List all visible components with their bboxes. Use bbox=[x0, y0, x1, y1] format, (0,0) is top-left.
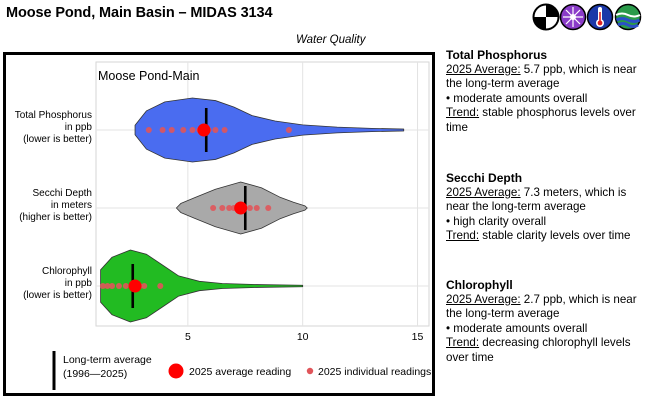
section-label: Water Quality bbox=[296, 34, 366, 46]
trend-text: decreasing chlorophyll levels bbox=[479, 336, 631, 349]
individual-reading-dot bbox=[265, 205, 272, 211]
summary-trend: Trend: stable phosphorus levels over bbox=[446, 106, 646, 121]
individual-reading-dot bbox=[226, 205, 233, 211]
individual-reading-dot bbox=[285, 127, 292, 133]
individual-reading-dot bbox=[168, 127, 175, 133]
individual-reading-dot bbox=[221, 127, 228, 133]
individual-reading-dot bbox=[99, 283, 106, 289]
anemometer-icon bbox=[532, 3, 560, 31]
individual-reading-dot bbox=[246, 205, 253, 211]
category-label-line: in meters bbox=[51, 200, 92, 211]
average-label: 2025 Average: bbox=[446, 292, 521, 306]
trend-text: stable phosphorus levels over bbox=[479, 106, 636, 119]
category-label: Secchi Depth in meters (higher is better) bbox=[19, 188, 92, 223]
violin-group bbox=[134, 97, 405, 163]
summary-bullet: • moderate amounts overall bbox=[446, 321, 588, 335]
legend-average-dot bbox=[168, 363, 184, 379]
trend-label: Trend: bbox=[446, 106, 480, 119]
x-tick-label: 5 bbox=[185, 331, 191, 343]
x-tick-label: 15 bbox=[412, 331, 424, 343]
individual-reading-dot bbox=[109, 283, 116, 289]
summary-heading: Total Phosphorus bbox=[446, 48, 548, 62]
category-label-line: Chlorophyll bbox=[42, 266, 92, 277]
summary-trend-cont: time bbox=[446, 120, 468, 134]
category-label-line: in ppb bbox=[65, 122, 93, 133]
summary-bullet: • moderate amounts overall bbox=[446, 91, 588, 105]
average-label: 2025 Average: bbox=[446, 185, 521, 199]
summary-chlorophyll: Chlorophyll 2025 Average: 2.7 ppb, which… bbox=[446, 278, 646, 365]
violin-shape bbox=[134, 97, 405, 163]
individual-reading-dot bbox=[157, 283, 164, 289]
average-text: 2.7 ppb, which is near bbox=[520, 292, 637, 306]
individual-reading-dot bbox=[253, 205, 260, 211]
individual-reading-dot bbox=[189, 127, 196, 133]
violins bbox=[99, 97, 405, 323]
trend-label: Trend: bbox=[446, 229, 480, 242]
page-title: Moose Pond, Main Basin – MIDAS 3134 bbox=[6, 5, 273, 21]
individual-reading-dot bbox=[115, 283, 122, 289]
summary-line: the long-term average bbox=[446, 307, 560, 320]
average-2025-dot bbox=[128, 279, 142, 293]
violin-group bbox=[175, 181, 308, 235]
summary-trend-cont: over time bbox=[446, 350, 494, 364]
summary-average: 2025 Average: 5.7 ppb, which is near bbox=[446, 63, 646, 78]
average-label: 2025 Average: bbox=[446, 62, 521, 76]
summary-heading: Chlorophyll bbox=[446, 278, 513, 292]
trend-text: stable clarity levels over time bbox=[479, 229, 631, 242]
summary-heading: Secchi Depth bbox=[446, 171, 523, 185]
violin-chart: Moose Pond-Main Total Phosphorus in ppb (l… bbox=[15, 61, 431, 390]
parameter-icons bbox=[532, 3, 642, 31]
legend-individual-label: 2025 individual readings bbox=[318, 366, 431, 378]
microbe-icon bbox=[559, 3, 587, 31]
legend: Long-term average (1996—2025) 2025 avera… bbox=[52, 351, 431, 390]
summary-total-phosphorus: Total Phosphorus 2025 Average: 5.7 ppb, … bbox=[446, 48, 646, 135]
x-tick-label: 10 bbox=[297, 331, 309, 343]
category-label: Total Phosphorus in ppb (lower is better) bbox=[15, 110, 93, 145]
summary-line: the long-term average bbox=[446, 77, 560, 90]
legend-average-label: 2025 average reading bbox=[189, 366, 291, 378]
average-2025-dot bbox=[197, 123, 211, 137]
thermometer-icon bbox=[586, 3, 614, 31]
violin-shape bbox=[100, 249, 304, 323]
category-label-line: (higher is better) bbox=[19, 212, 92, 223]
x-axis-ticks: 5 10 15 bbox=[185, 331, 424, 343]
average-text: 5.7 ppb, which is near bbox=[520, 62, 637, 76]
summary-bullet: • high clarity overall bbox=[446, 214, 547, 228]
category-label-line: Secchi Depth bbox=[33, 188, 92, 199]
chart-panel: Moose Pond-Main Total Phosphorus in ppb (l… bbox=[3, 52, 435, 396]
summary-trend: Trend: decreasing chlorophyll levels bbox=[446, 336, 646, 351]
individual-reading-dot bbox=[145, 127, 152, 133]
individual-reading-dot bbox=[212, 127, 219, 133]
summary-average: 2025 Average: 7.3 meters, which is bbox=[446, 186, 646, 201]
individual-reading-dot bbox=[180, 127, 187, 133]
category-labels: Total Phosphorus in ppb (lower is better)S… bbox=[15, 110, 93, 301]
chart-title: Moose Pond-Main bbox=[98, 69, 199, 83]
category-label: Chlorophyll in ppb (lower is better) bbox=[23, 266, 92, 301]
legend-individual-dot bbox=[306, 367, 314, 375]
trend-label: Trend: bbox=[446, 336, 480, 349]
violin-group bbox=[99, 249, 304, 323]
category-label-line: in ppb bbox=[65, 278, 93, 289]
summary-average: 2025 Average: 2.7 ppb, which is near bbox=[446, 293, 646, 308]
category-label-line: (lower is better) bbox=[23, 290, 92, 301]
category-label-line: Total Phosphorus bbox=[15, 110, 92, 121]
individual-reading-dot bbox=[210, 205, 217, 211]
category-label-line: (lower is better) bbox=[23, 134, 92, 145]
legend-long-term-label: Long-term average bbox=[63, 354, 152, 366]
summary-secchi-depth: Secchi Depth 2025 Average: 7.3 meters, w… bbox=[446, 171, 646, 244]
individual-reading-dot bbox=[219, 205, 226, 211]
summary-trend: Trend: stable clarity levels over time bbox=[446, 229, 646, 244]
summary-line: near the long-term average bbox=[446, 200, 586, 213]
average-text: 7.3 meters, which is bbox=[520, 185, 627, 199]
individual-reading-dot bbox=[122, 283, 129, 289]
average-2025-dot bbox=[234, 201, 248, 215]
legend-long-term-years: (1996—2025) bbox=[63, 368, 127, 380]
individual-reading-dot bbox=[141, 283, 148, 289]
lake-waves-icon bbox=[614, 3, 642, 31]
individual-reading-dot bbox=[159, 127, 166, 133]
individual-reading-dot bbox=[104, 283, 111, 289]
